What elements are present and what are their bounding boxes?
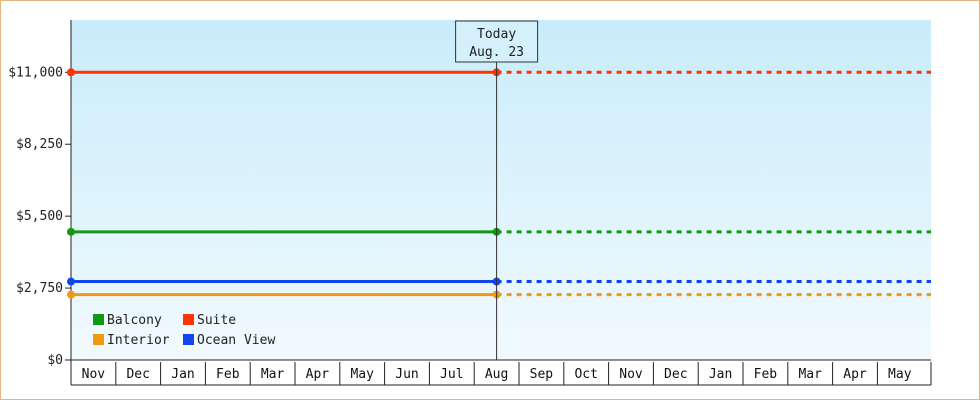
series-suite xyxy=(67,68,931,77)
today-label: Today xyxy=(477,27,516,42)
legend-label: Ocean View xyxy=(197,333,275,348)
today-date-label: Aug. 23 xyxy=(469,45,524,60)
month-label: Feb xyxy=(754,367,778,382)
month-label: Aug xyxy=(485,367,508,382)
y-tick-label: $11,000 xyxy=(8,65,63,80)
series-start-point xyxy=(67,227,75,236)
legend-label: Interior xyxy=(107,333,170,348)
month-label: Feb xyxy=(216,367,240,382)
month-label: Nov xyxy=(82,367,106,382)
series-start-point xyxy=(67,290,75,299)
legend-swatch xyxy=(93,334,104,345)
legend-label: Balcony xyxy=(107,313,162,328)
month-label: Dec xyxy=(126,367,149,382)
month-label: Mar xyxy=(798,367,822,382)
legend-swatch xyxy=(93,314,104,325)
month-label: Apr xyxy=(306,367,330,382)
plot-background xyxy=(71,20,931,360)
y-tick-label: $0 xyxy=(47,353,63,368)
series-balcony xyxy=(67,227,931,236)
month-label: Nov xyxy=(619,367,643,382)
y-tick-label: $5,500 xyxy=(16,209,63,224)
month-label: Apr xyxy=(843,367,867,382)
today-box xyxy=(455,20,539,63)
month-label: May xyxy=(888,367,912,382)
month-label: Oct xyxy=(574,367,597,382)
month-label: May xyxy=(350,367,374,382)
month-label: Jul xyxy=(440,367,463,382)
legend-label: Suite xyxy=(197,313,236,328)
series-start-point xyxy=(67,277,75,286)
month-label: Mar xyxy=(261,367,285,382)
legend-item-balcony: Balcony xyxy=(93,313,162,328)
legend-swatch xyxy=(183,334,194,345)
y-tick-label: $2,750 xyxy=(16,281,63,296)
series-start-point xyxy=(67,68,75,77)
month-label: Jan xyxy=(709,367,732,382)
month-label: Dec xyxy=(664,367,687,382)
legend-item-ocean-view: Ocean View xyxy=(183,333,275,348)
month-label: Sep xyxy=(530,367,554,382)
legend-swatch xyxy=(183,314,194,325)
legend-item-suite: Suite xyxy=(183,313,236,328)
month-label: Jun xyxy=(395,367,418,382)
y-tick-label: $8,250 xyxy=(16,137,63,152)
month-label: Jan xyxy=(171,367,194,382)
legend-item-interior: Interior xyxy=(93,333,170,348)
